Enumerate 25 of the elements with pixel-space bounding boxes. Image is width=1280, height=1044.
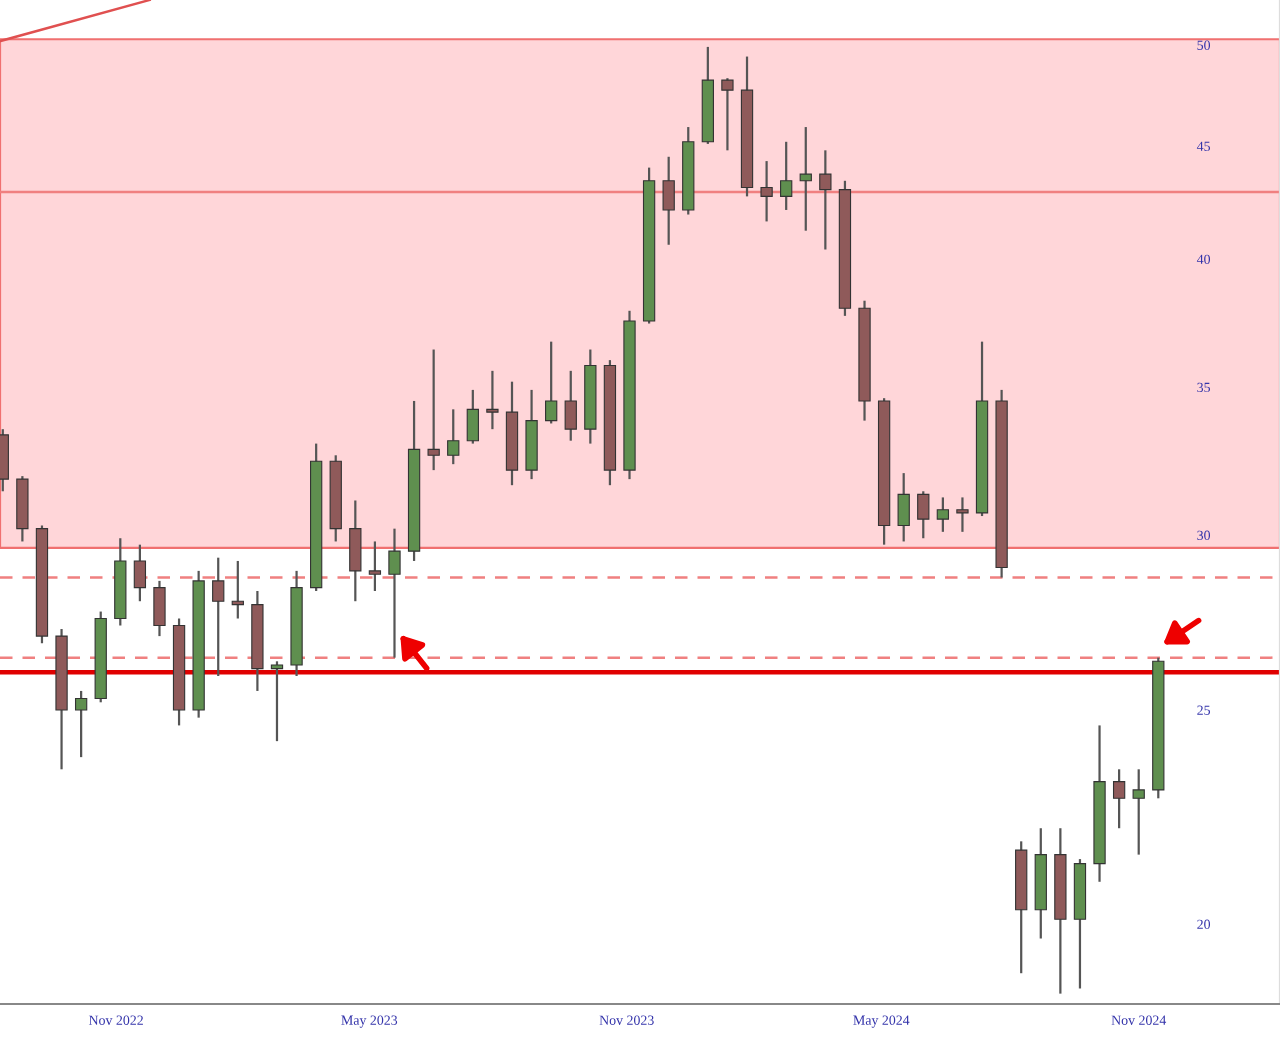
candlestick xyxy=(133,543,147,603)
candlestick xyxy=(388,527,401,659)
candlestick xyxy=(1112,768,1126,830)
candlestick xyxy=(917,490,930,540)
candlestick xyxy=(153,579,166,638)
candlestick xyxy=(349,499,362,603)
candlestick xyxy=(897,472,910,543)
candlestick xyxy=(956,496,969,533)
candlestick xyxy=(936,496,950,533)
candlestick xyxy=(74,689,88,759)
candlestick xyxy=(1132,768,1145,856)
candlestick xyxy=(662,155,675,246)
candlestick xyxy=(780,140,793,212)
candlestick xyxy=(427,348,440,472)
candlestick xyxy=(721,77,734,152)
candlestick xyxy=(760,159,773,223)
candlestick xyxy=(545,340,558,425)
candlestick xyxy=(368,540,382,593)
candlestick xyxy=(486,369,499,431)
candlestick xyxy=(212,556,225,678)
candlestick xyxy=(447,408,460,466)
candlestick xyxy=(819,149,832,251)
candlestick xyxy=(564,369,577,442)
candlestick xyxy=(466,388,479,445)
candlestick xyxy=(270,660,284,743)
